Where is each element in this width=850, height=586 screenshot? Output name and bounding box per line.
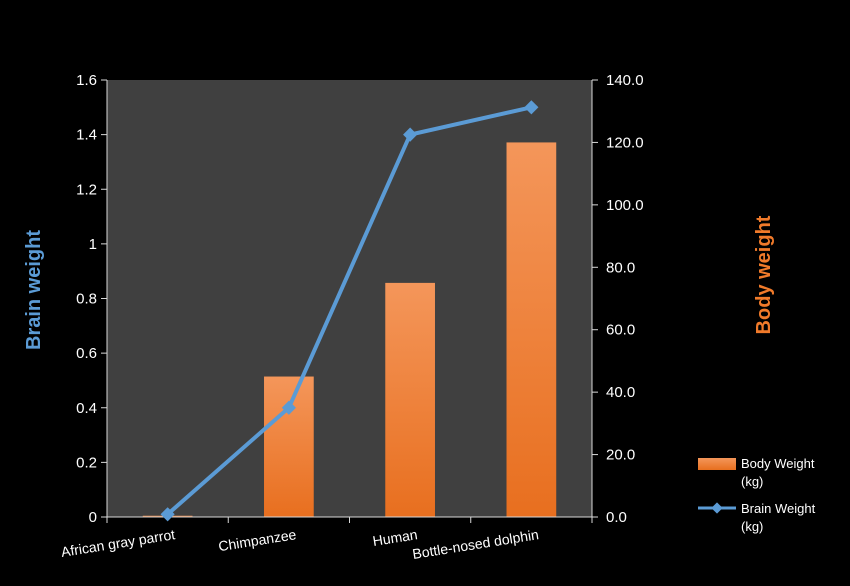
bar-body-weight (264, 376, 314, 517)
y-left-tick-label: 0.8 (76, 291, 97, 308)
y-axis-title-left: Brain weight (23, 230, 45, 350)
y-right-tick-label: 80.0 (606, 259, 635, 276)
x-category-label: Chimpanzee (217, 526, 297, 554)
legend-marker-brain-weight (711, 502, 723, 514)
point-brain-weight (160, 507, 175, 522)
legend-label-brain-weight-line2: (kg) (741, 519, 763, 534)
legend-label-body-weight-line2: (kg) (741, 474, 763, 489)
y-left-tick-label: 0 (89, 509, 97, 526)
y-left-tick-label: 1.2 (76, 181, 97, 198)
x-category-label: African gray parrot (60, 526, 176, 560)
point-brain-weight (281, 400, 296, 415)
line-layer (160, 100, 539, 522)
bars-layer (142, 142, 557, 517)
y-right-tick-label: 140.0 (606, 72, 644, 89)
legend-label-body-weight-line1: Body Weight (741, 456, 815, 471)
y-left-tick-label: 1.6 (76, 72, 97, 89)
y-right-tick-label: 20.0 (606, 447, 635, 464)
y-left-tick-label: 0.2 (76, 454, 97, 471)
y-right-tick-label: 0.0 (606, 509, 627, 526)
legend: Body Weight (kg) Brain Weight (kg) (698, 456, 816, 534)
bar-body-weight (385, 282, 435, 517)
y-left-tick-label: 0.4 (76, 400, 97, 417)
y-left-tick-label: 1 (89, 236, 97, 253)
line-brain-weight (166, 105, 532, 516)
y-right-tick-label: 100.0 (606, 197, 644, 214)
y-right-tick-label: 120.0 (606, 134, 644, 151)
axes-layer (101, 79, 598, 523)
legend-label-brain-weight-line1: Brain Weight (741, 501, 816, 516)
y-right-tick-label: 40.0 (606, 384, 635, 401)
bar-body-weight (506, 142, 557, 517)
y-left-tick-label: 0.6 (76, 345, 97, 362)
y-right-tick-label: 60.0 (606, 322, 635, 339)
point-brain-weight (403, 127, 418, 142)
x-category-label: Human (372, 526, 419, 549)
point-brain-weight (524, 100, 539, 115)
legend-swatch-body-weight (698, 458, 736, 470)
x-category-label: Bottle-nosed dolphin (411, 526, 540, 562)
y-axis-title-right: Body weight (753, 215, 775, 334)
y-left-tick-label: 1.4 (76, 127, 97, 144)
